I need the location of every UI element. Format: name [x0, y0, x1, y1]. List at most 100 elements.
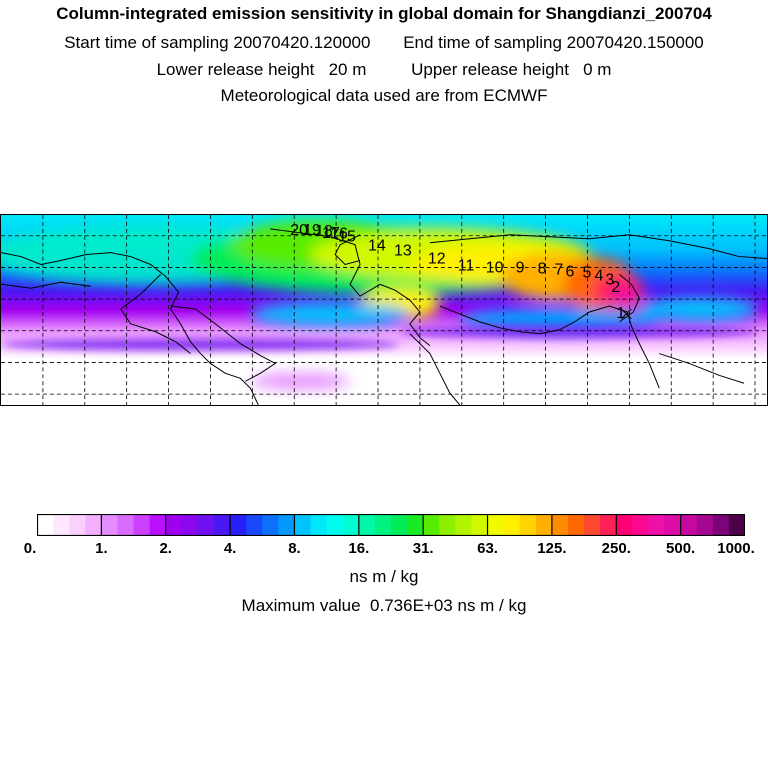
legend-swatch — [149, 514, 167, 536]
upper-label: Upper release height — [411, 60, 569, 79]
trajectory-label: 10 — [486, 259, 504, 276]
met-data-note: Meteorological data used are from ECMWF — [220, 86, 548, 105]
legend-swatch — [696, 514, 714, 536]
legend-swatch — [181, 514, 199, 536]
trajectory-label: 11 — [458, 257, 475, 274]
legend-swatch — [310, 514, 328, 536]
end-value: 20070420.150000 — [566, 33, 704, 52]
trajectory-label: 7 — [555, 261, 564, 278]
legend-swatch — [407, 514, 424, 536]
legend-swatch — [648, 514, 666, 536]
legend-swatch — [535, 514, 553, 536]
legend-swatch — [423, 514, 440, 536]
legend-swatch — [584, 514, 601, 536]
legend-tick-label: 500. — [666, 540, 696, 557]
start-label: Start time of sampling — [64, 33, 229, 52]
receptor-marker — [621, 308, 632, 320]
legend-swatch — [262, 514, 279, 536]
legend-swatch — [85, 514, 102, 536]
release-heights: Lower release height 20 m Upper release … — [0, 60, 768, 80]
lower-label: Lower release height — [156, 60, 315, 79]
legend-swatch — [133, 514, 151, 536]
legend-tick-label: 1. — [95, 540, 108, 557]
legend-swatch — [503, 514, 521, 536]
legend-swatch — [197, 514, 215, 536]
legend-swatch — [568, 514, 585, 536]
color-legend-bar — [37, 514, 745, 536]
legend-swatch — [246, 514, 263, 536]
legend-swatch — [37, 514, 54, 536]
start-value: 20070420.120000 — [233, 33, 371, 52]
max-number: 0.736E+03 — [370, 596, 453, 615]
legend-swatch — [712, 514, 730, 536]
legend-swatch — [616, 514, 633, 536]
legend-swatch — [391, 514, 408, 536]
plot-title: Column-integrated emission sensitivity i… — [56, 4, 712, 23]
trajectory-label: 2 — [611, 279, 620, 296]
legend-swatch — [600, 514, 617, 536]
legend-tick-label: 1000. — [717, 540, 755, 557]
max-label: Maximum value — [241, 596, 361, 615]
legend-swatch — [487, 514, 505, 536]
legend-border — [37, 514, 745, 536]
sampling-times: Start time of sampling 20070420.120000 E… — [0, 33, 768, 53]
trajectory-label: 3 — [605, 271, 614, 288]
maximum-value: Maximum value 0.736E+03 ns m / kg — [0, 596, 768, 616]
legend-swatch — [278, 514, 296, 536]
legend-swatch — [664, 514, 682, 536]
trajectory-label: 6 — [566, 263, 575, 280]
trajectory-label: 14 — [368, 238, 386, 255]
trajectory-label: 8 — [538, 260, 547, 277]
trajectory-label: 9 — [516, 259, 525, 276]
legend-swatch — [214, 514, 231, 536]
trajectory-label: 19 — [303, 222, 321, 239]
legend-tick-label: 16. — [348, 540, 370, 557]
legend-swatch — [53, 514, 70, 536]
legend-tick-label: 8. — [288, 540, 301, 557]
legend-tick-label: 31. — [412, 540, 434, 557]
trajectory-label: 18 — [315, 223, 333, 240]
end-label: End time of sampling — [403, 33, 562, 52]
legend-swatch — [326, 514, 344, 536]
trajectory-label: 15 — [338, 229, 356, 246]
legend-swatch — [165, 514, 183, 536]
legend-swatch — [101, 514, 119, 536]
legend-tick-label: 250. — [601, 540, 631, 557]
legend-swatch — [439, 514, 456, 536]
legend-swatch — [680, 514, 698, 536]
legend-tick-label: 2. — [159, 540, 172, 557]
trajectory-label: 13 — [394, 243, 412, 260]
max-unit: ns m / kg — [457, 596, 527, 615]
trajectory-label: 5 — [582, 264, 591, 281]
legend-swatch — [294, 514, 312, 536]
trajectory-label: 16 — [330, 226, 348, 243]
coastlines — [1, 228, 767, 405]
trajectory-label: 4 — [594, 267, 603, 284]
legend-swatch — [519, 514, 537, 536]
legend-swatch — [551, 514, 569, 536]
legend-swatch — [471, 514, 489, 536]
legend-swatch — [117, 514, 135, 536]
legend-unit: ns m / kg — [349, 567, 419, 586]
legend-swatch — [342, 514, 360, 536]
emission-field — [1, 215, 767, 405]
legend-swatch — [632, 514, 650, 536]
legend-swatch — [374, 514, 392, 536]
upper-value: 0 m — [583, 60, 612, 79]
legend-tick-label: 63. — [477, 540, 498, 557]
legend-swatch — [455, 514, 473, 536]
trajectory-label: 17 — [322, 225, 340, 242]
legend-tick-label: 0. — [23, 540, 37, 557]
legend-swatch — [358, 514, 376, 536]
legend-swatch — [230, 514, 247, 536]
legend-swatch — [728, 514, 745, 536]
trajectory-label: 1 — [616, 305, 625, 322]
trajectory-label: 20 — [290, 222, 308, 239]
trajectory-label: 12 — [428, 251, 446, 268]
legend-tick-label: 4. — [223, 540, 237, 557]
legend-swatch — [69, 514, 86, 536]
lower-value: 20 m — [328, 60, 367, 79]
legend-tick-label: 125. — [537, 540, 567, 557]
